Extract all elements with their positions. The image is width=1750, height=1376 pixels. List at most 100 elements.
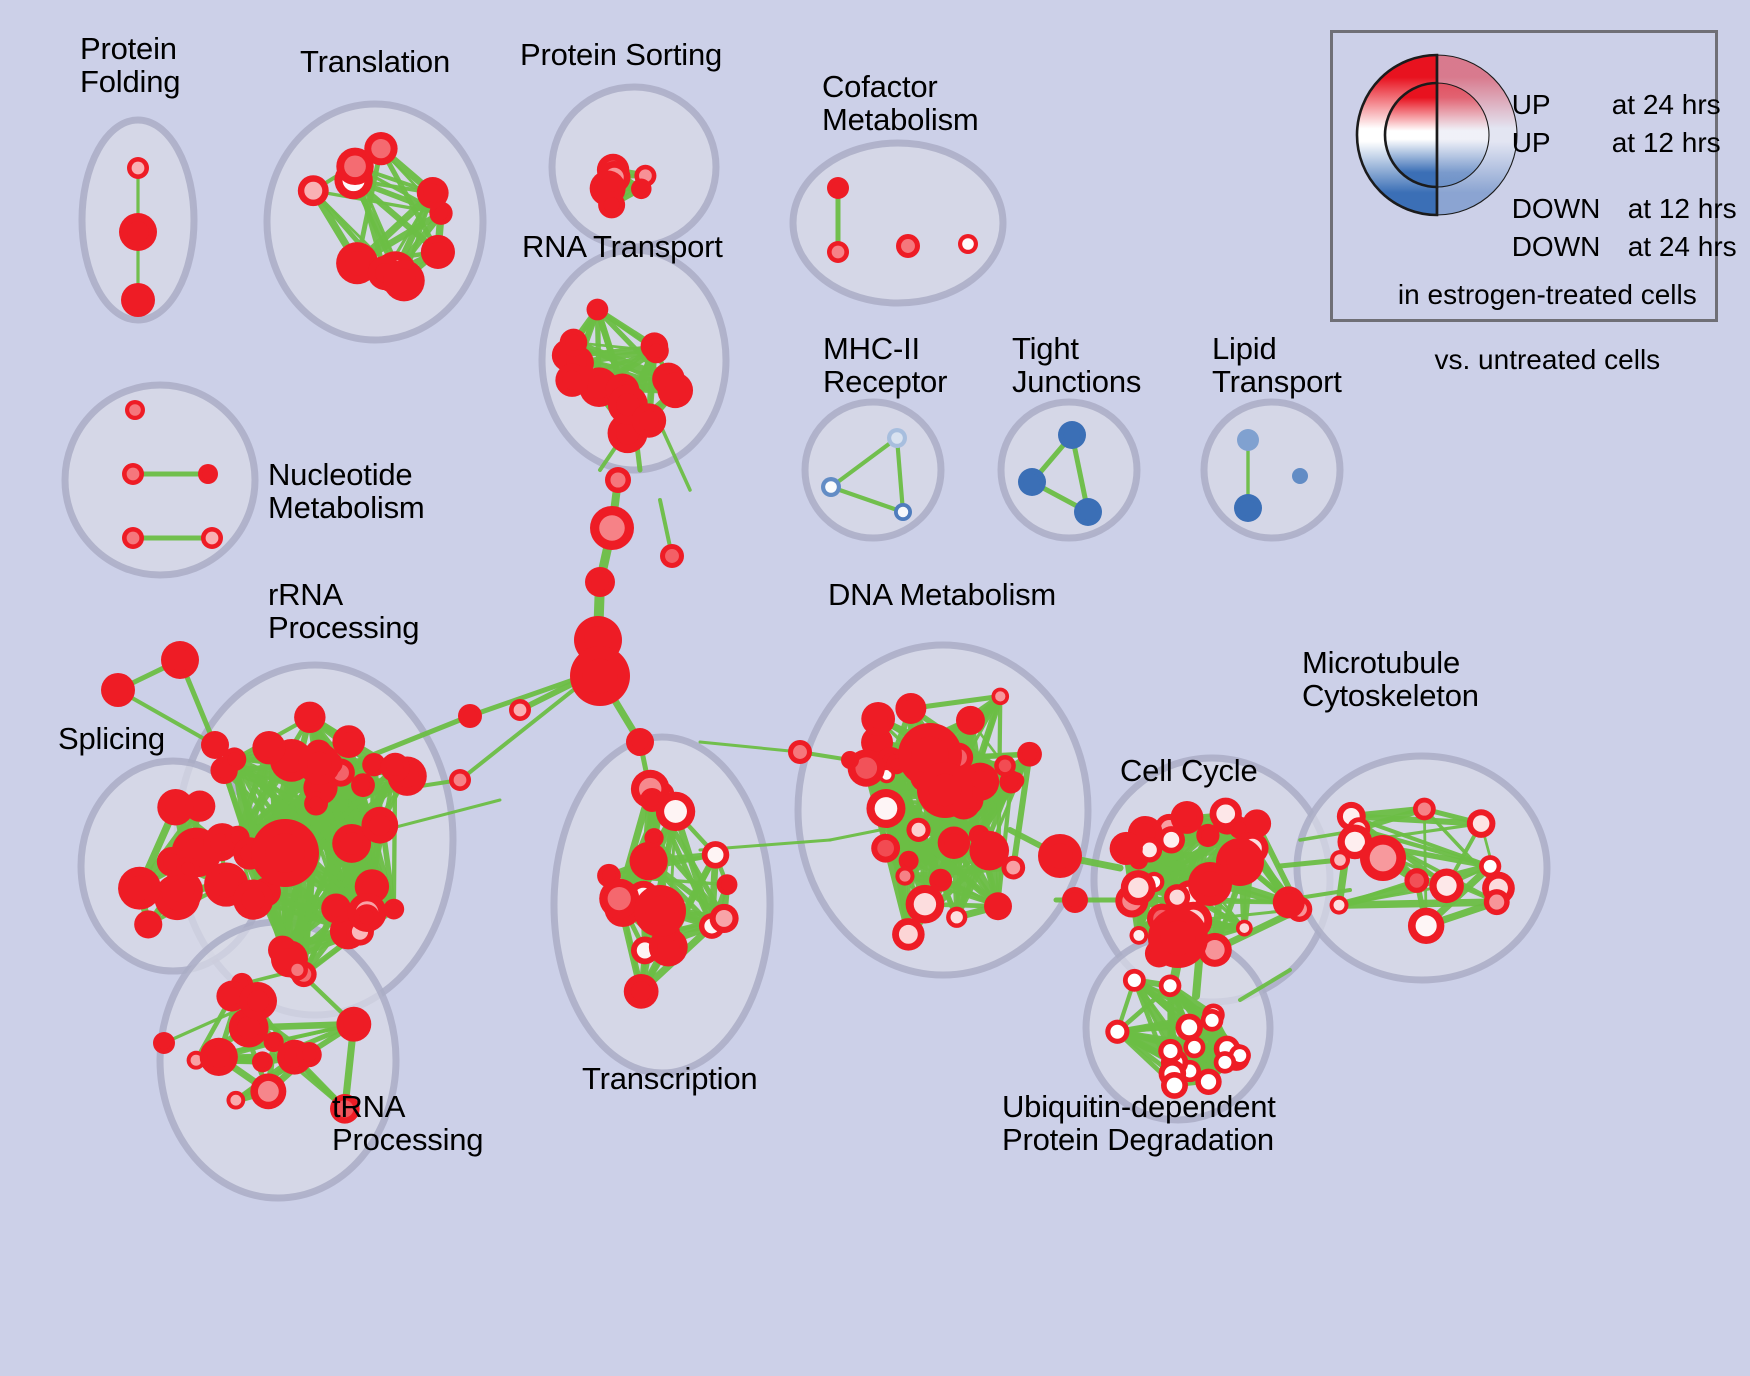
network-node-inner (913, 892, 937, 916)
network-node-inner (344, 155, 366, 178)
cluster-label-nucleotide-metabolism: Nucleotide Metabolism (268, 457, 425, 526)
network-node-inner (291, 963, 304, 977)
network-node-inner (170, 878, 195, 903)
cluster-label-rna-transport: RNA Transport (522, 229, 723, 264)
network-node-inner (343, 1014, 364, 1035)
cluster-label-trna-processing: tRNA Processing (332, 1089, 484, 1158)
network-node-inner (128, 290, 148, 310)
network-node-inner (1133, 929, 1145, 941)
network-edge (658, 422, 692, 492)
network-node-inner (157, 1036, 171, 1050)
cluster-label-cofactor-metabolism: Cofactor Metabolism (822, 69, 979, 138)
network-node-inner (1047, 843, 1073, 869)
network-node-inner (1205, 1013, 1219, 1027)
cluster-label-splicing: Splicing (58, 721, 165, 756)
network-edge (903, 874, 1000, 908)
network-node-inner (181, 861, 195, 876)
network-edge (116, 688, 217, 747)
network-node-inner (610, 472, 626, 488)
network-edge (828, 828, 882, 842)
network-node-inner (649, 343, 664, 359)
legend-colorwheel-icon (1355, 53, 1518, 217)
network-node-inner (639, 410, 659, 431)
cluster-blob (789, 139, 1007, 307)
network-node-inner (1116, 838, 1136, 859)
network-node-inner (1409, 873, 1424, 888)
network-node-inner (369, 814, 391, 836)
network-node-inner (664, 800, 687, 823)
network-edge (950, 751, 1033, 846)
network-node-inner (664, 380, 686, 401)
network-edge (1238, 968, 1292, 1002)
legend-row-0: UP (1465, 57, 1551, 153)
network-node-inner (265, 833, 305, 873)
legend-row-2: DOWN (1465, 161, 1601, 257)
network-node-inner (901, 239, 915, 253)
network-node-inner (206, 736, 224, 754)
network-node-inner (1169, 889, 1185, 905)
network-node-inner (831, 181, 845, 195)
network-node-inner (1334, 854, 1346, 866)
legend-label-0: UP (1511, 89, 1551, 120)
legend-time-text-3: at 24 hrs (1627, 231, 1737, 262)
network-node-inner (339, 732, 359, 752)
network-edge (698, 740, 802, 754)
legend-time-text-0: at 24 hrs (1611, 89, 1721, 120)
network-node-inner (1218, 1055, 1232, 1069)
cluster-label-translation: Translation (300, 44, 450, 79)
legend-time-text-1: at 12 hrs (1611, 127, 1721, 158)
network-edge (894, 435, 906, 515)
network-node-inner (340, 832, 363, 855)
network-edge (607, 874, 729, 887)
network-node-inner (1004, 775, 1018, 789)
legend-time-2: at 12 hrs (1581, 161, 1737, 257)
cluster-label-transcription: Transcription (582, 1061, 758, 1096)
network-node-inner (190, 1054, 202, 1066)
network-node-inner (1063, 426, 1081, 444)
network-edge (1010, 751, 1033, 871)
network-node-inner (168, 648, 192, 672)
network-node-inner (300, 708, 319, 727)
network-node-inner (715, 909, 733, 927)
network-node-inner (1128, 877, 1149, 898)
network-node-inner (565, 334, 582, 351)
network-node-inner (1110, 1024, 1125, 1039)
network-node-inner (1295, 471, 1305, 481)
network-node-inner (164, 796, 187, 818)
network-node-inner (989, 898, 1007, 915)
network-node-inner (1127, 973, 1142, 987)
legend-time-1: at 12 hrs (1565, 95, 1721, 191)
network-edge (995, 694, 1003, 909)
network-node-inner (371, 138, 391, 159)
network-node-inner (140, 916, 157, 933)
network-edge (1335, 898, 1501, 909)
network-node-inner (1436, 875, 1457, 896)
network-node-inner (720, 878, 734, 891)
network-node-inner (190, 797, 209, 816)
network-node-inner (513, 703, 527, 717)
network-node-inner (237, 1016, 261, 1040)
network-node-inner (205, 531, 219, 545)
network-node-inner (1483, 859, 1497, 873)
network-node-inner (1166, 1077, 1183, 1094)
network-edge (311, 189, 443, 215)
network-node-inner (831, 245, 845, 259)
network-node-inner (1177, 807, 1197, 827)
network-node-inner (933, 873, 948, 887)
network-node-inner (591, 573, 609, 591)
network-node-inner (1200, 1074, 1217, 1090)
network-node-inner (665, 549, 679, 563)
network-node-inner (616, 392, 640, 417)
network-node-inner (222, 987, 241, 1006)
network-edge (1422, 807, 1428, 928)
network-node-inner (336, 1100, 354, 1118)
legend-footer-line1: in estrogen-treated cells (1397, 279, 1697, 311)
network-node-inner (241, 887, 265, 912)
cluster-blob (548, 83, 720, 251)
network-node-inner (950, 911, 963, 924)
network-node-inner (1142, 842, 1157, 858)
network-node-inner (1279, 893, 1299, 912)
network-node-inner (356, 778, 370, 793)
